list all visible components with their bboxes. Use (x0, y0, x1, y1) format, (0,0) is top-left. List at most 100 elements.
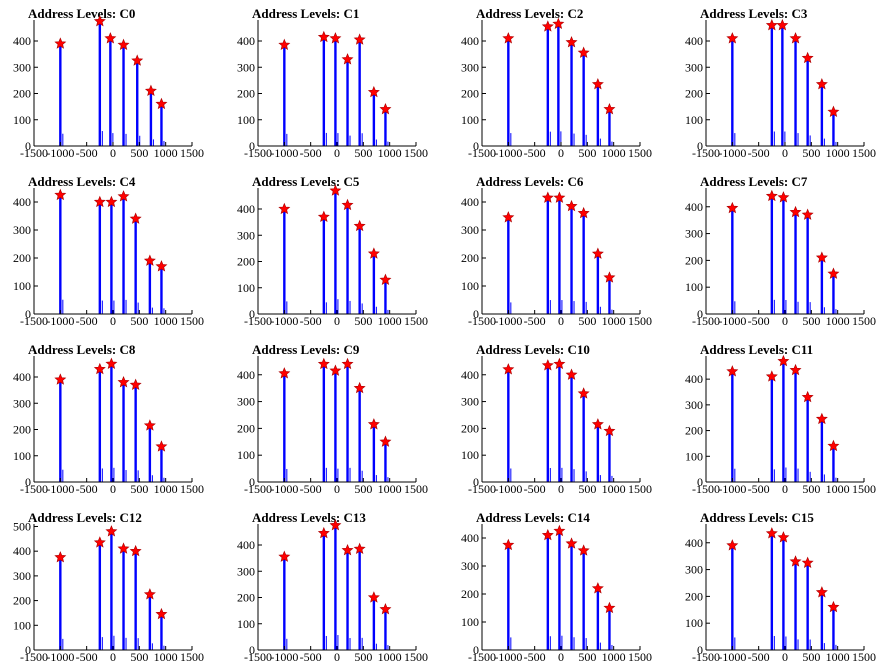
histogram-bar (546, 26, 550, 147)
y-tick-label: 400 (237, 202, 255, 216)
peak-marker (726, 32, 739, 44)
histogram-bar (358, 39, 361, 146)
histogram-bar (283, 373, 286, 482)
x-tick-label: 1500 (852, 146, 876, 160)
histogram-bar (148, 425, 152, 482)
y-tick-label: 0 (697, 475, 703, 489)
x-tick-label: -1500 (20, 650, 48, 664)
peak-marker (341, 357, 354, 370)
x-tick-label: 500 (578, 482, 596, 496)
y-tick-label: 300 (13, 223, 31, 237)
histogram-bar (608, 608, 611, 650)
peak-marker (131, 54, 144, 66)
peak-marker (93, 195, 106, 208)
histogram-bar (794, 38, 797, 147)
y-tick-label: 400 (461, 195, 479, 209)
x-tick-label: -500 (300, 482, 322, 496)
x-tick-label: -1000 (718, 314, 746, 328)
x-tick-label: 500 (802, 314, 820, 328)
histogram-bar (387, 141, 389, 146)
peak-marker (603, 102, 616, 115)
peak-marker (765, 527, 778, 539)
y-tick-label: 200 (461, 87, 479, 101)
y-tick-label: 300 (237, 395, 255, 409)
histogram-bar (372, 597, 376, 650)
histogram-bar (770, 376, 774, 482)
y-tick-label: 100 (13, 618, 31, 632)
x-tick-label: -1500 (692, 314, 720, 328)
histogram-bar (163, 140, 165, 146)
peak-marker (105, 525, 118, 537)
x-tick-label: 1500 (852, 650, 876, 664)
panel-title: Address Levels: C11 (700, 342, 814, 357)
x-tick-label: -1500 (20, 314, 48, 328)
histogram-bar (152, 139, 154, 146)
histogram-bar (835, 141, 837, 146)
peak-marker (801, 208, 814, 220)
peak-marker (278, 550, 291, 562)
peak-marker (117, 375, 130, 388)
histogram-bar (160, 614, 163, 650)
y-tick-label: 400 (461, 531, 479, 545)
peak-marker (603, 601, 616, 614)
x-tick-label: -1000 (718, 650, 746, 664)
y-tick-label: 200 (237, 255, 255, 269)
histogram-bar (557, 23, 560, 146)
histogram-bar (582, 550, 585, 650)
histogram-bar (62, 133, 64, 146)
peak-marker (54, 188, 67, 201)
x-tick-label: -1500 (244, 146, 272, 160)
panel-title: Address Levels: C0 (28, 6, 136, 21)
peak-marker (54, 37, 67, 49)
peak-marker (777, 191, 790, 203)
panel-title: Address Levels: C6 (476, 174, 584, 189)
histogram-bar (585, 471, 587, 482)
peak-marker (591, 78, 604, 90)
histogram-bar (832, 111, 835, 147)
histogram-bar (149, 90, 153, 147)
histogram-bar (611, 141, 613, 146)
histogram-bar (823, 643, 825, 650)
histogram-bar (823, 474, 825, 482)
x-tick-label: -500 (76, 650, 98, 664)
histogram-bar (570, 42, 573, 147)
x-tick-label: 500 (354, 314, 372, 328)
peak-marker (143, 419, 156, 431)
histogram-bar (781, 25, 784, 146)
histogram-bar (160, 266, 163, 314)
histogram-bar (507, 217, 510, 314)
peak-marker (117, 542, 130, 554)
peak-marker (93, 362, 106, 375)
peak-marker (577, 46, 590, 58)
y-tick-label: 0 (25, 643, 31, 657)
x-tick-label: 500 (130, 650, 148, 664)
x-tick-label: 1500 (628, 482, 652, 496)
histogram-plot: 0 100 200 300 400 -1500-1000 -500 0 500 1000 1500 (237, 20, 428, 160)
x-tick-label: -1000 (46, 482, 74, 496)
histogram-bar (823, 307, 825, 314)
histogram-bar (731, 38, 734, 147)
x-tick-label: 500 (802, 146, 820, 160)
histogram-bar (361, 637, 363, 650)
histogram-bar (375, 139, 377, 146)
x-tick-label: -1000 (46, 650, 74, 664)
histogram-bar (510, 637, 512, 650)
peak-marker (329, 32, 342, 44)
y-tick-label: 0 (473, 643, 479, 657)
x-tick-label: 0 (782, 314, 788, 328)
histogram-panel: Address Levels: C4 0 100 200 300 400 -1500 -100… (0, 168, 224, 336)
histogram-bar (546, 535, 550, 650)
x-tick-label: -1000 (270, 650, 298, 664)
histogram-bar (611, 644, 613, 650)
peak-marker (341, 53, 354, 65)
x-tick-label: 500 (354, 146, 372, 160)
y-tick-label: 300 (461, 223, 479, 237)
histogram-bar (734, 301, 736, 314)
y-tick-label: 200 (461, 587, 479, 601)
histogram-plot: 0 100 200 300 400 -1500-1000 -500 0 500 1000 1500 (237, 356, 428, 496)
peak-marker (541, 359, 554, 371)
y-tick-label: 400 (685, 372, 703, 386)
histogram-bar (608, 431, 611, 482)
x-tick-label: 500 (578, 314, 596, 328)
